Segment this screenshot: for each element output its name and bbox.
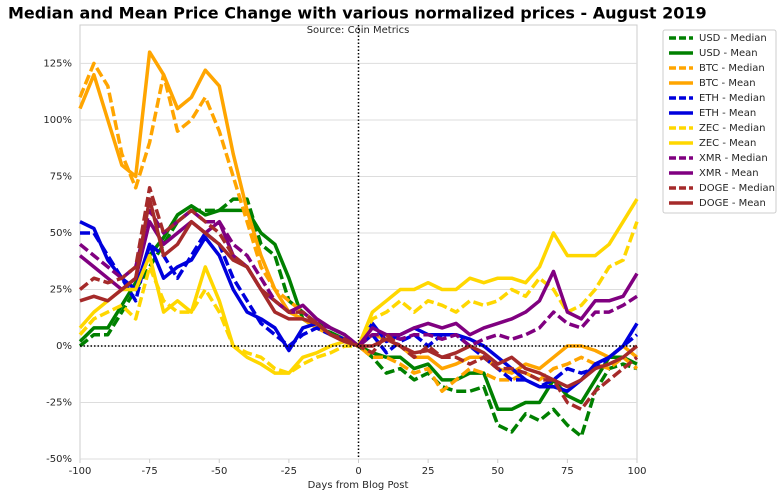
x-tick-label: 100	[627, 466, 646, 477]
x-tick-label: -75	[141, 466, 157, 477]
legend-label: DOGE - Mean	[699, 198, 766, 209]
x-tick-label: -50	[211, 466, 227, 477]
legend-label: DOGE - Median	[699, 183, 775, 194]
x-tick-label: 50	[491, 466, 504, 477]
legend-label: ZEC - Median	[699, 123, 766, 134]
subtitle: Source: Coin Metrics	[307, 25, 410, 36]
series-line	[79, 197, 639, 389]
legend-label: ZEC - Mean	[699, 138, 756, 149]
legend-label: XMR - Mean	[699, 168, 759, 179]
legend-label: ETH - Mean	[699, 108, 756, 119]
legend-label: USD - Median	[699, 33, 767, 44]
y-tick-label: 100%	[43, 115, 72, 126]
x-tick-label: -100	[69, 466, 92, 477]
x-tick-label: 0	[355, 466, 361, 477]
legend-label: BTC - Median	[699, 63, 765, 74]
chart-title: Median and Mean Price Change with variou…	[8, 4, 707, 23]
legend-label: BTC - Mean	[699, 78, 756, 89]
x-tick-label: 75	[561, 466, 574, 477]
y-tick-label: 0%	[56, 341, 72, 352]
legend-label: USD - Mean	[699, 48, 758, 59]
legend	[662, 29, 777, 214]
x-axis-label: Days from Blog Post	[308, 480, 409, 491]
y-tick-label: 75%	[50, 171, 72, 182]
x-tick-label: -25	[281, 466, 297, 477]
y-tick-label: 25%	[50, 284, 72, 295]
y-tick-label: 50%	[50, 228, 72, 239]
y-tick-label: -50%	[46, 454, 72, 465]
y-tick-label: 125%	[43, 58, 72, 69]
x-tick-label: 25	[422, 466, 435, 477]
legend-label: ETH - Median	[699, 93, 765, 104]
y-tick-label: -25%	[46, 397, 72, 408]
legend-label: XMR - Median	[699, 153, 768, 164]
